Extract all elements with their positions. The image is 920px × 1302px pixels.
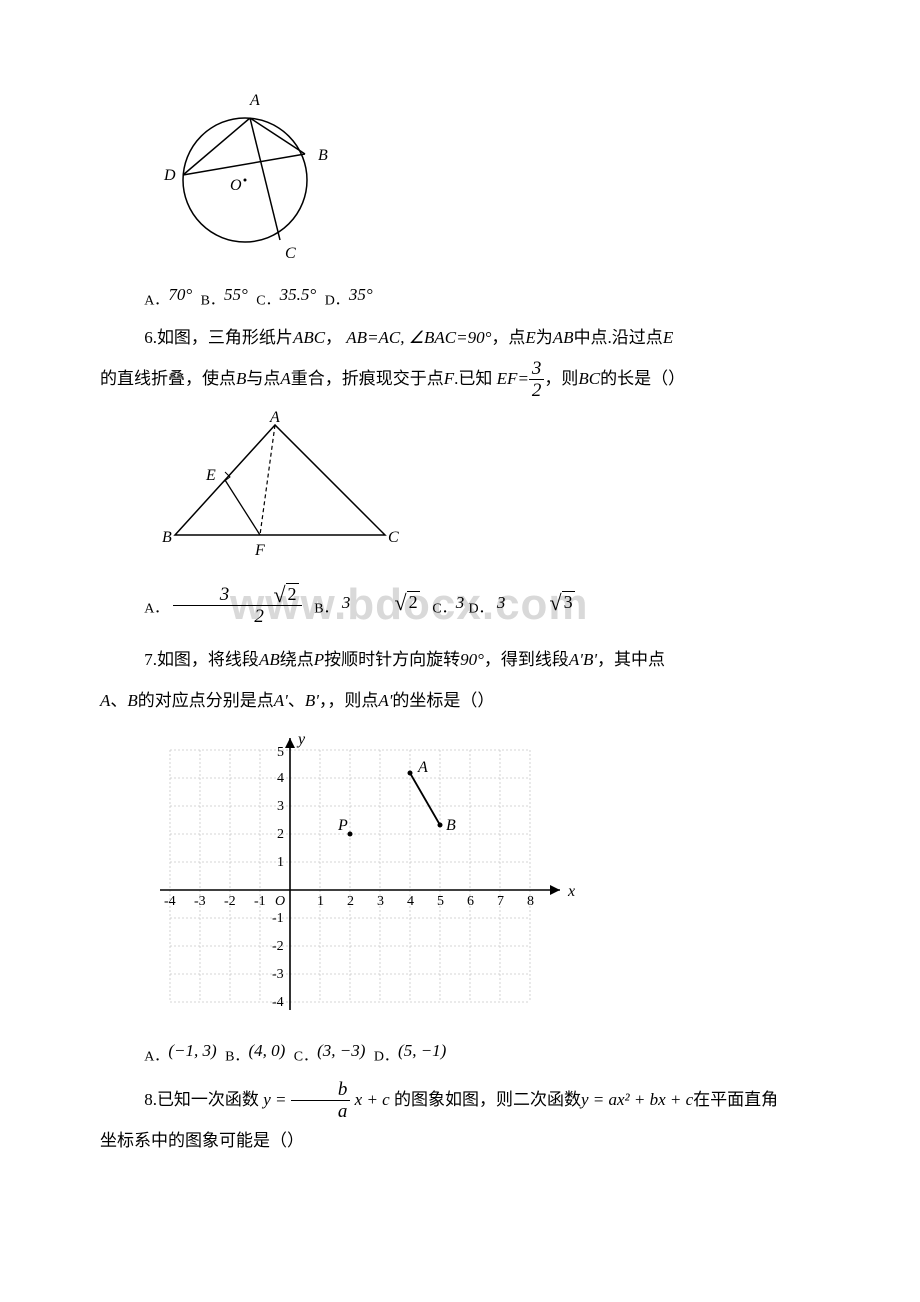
svg-text:B: B [162, 529, 172, 546]
q8-stem-line2: 坐标系中的图象可能是（） [100, 1121, 820, 1162]
svg-text:-2: -2 [272, 939, 284, 954]
svg-text:2: 2 [277, 827, 284, 842]
svg-text:-4: -4 [164, 894, 176, 909]
svg-text:O: O [275, 894, 285, 909]
q6-stem-line1: 6.如图，三角形纸片ABC， AB=AC, ∠BAC=90°，点E为AB中点.沿… [100, 318, 820, 359]
q6-figure: A B C E F [160, 410, 820, 565]
svg-text:-3: -3 [272, 967, 284, 982]
svg-text:A: A [249, 92, 260, 109]
svg-text:6: 6 [467, 894, 474, 909]
q7-figure: x y O -4 -3 -2 -1 1 2 3 4 5 6 7 8 1 2 3 4 5 -1 -2 -3 -4 A… [150, 730, 820, 1025]
q5-options: A．70° B．55° C．35.5° D．35° [100, 275, 820, 318]
svg-text:-4: -4 [272, 995, 284, 1010]
svg-text:C: C [285, 245, 296, 260]
svg-text:5: 5 [437, 894, 444, 909]
svg-text:4: 4 [277, 771, 284, 786]
svg-text:y: y [296, 731, 306, 748]
svg-text:1: 1 [277, 855, 284, 870]
q5-figure: A B C D O [160, 90, 820, 265]
q7-stem-line1: 7.如图，将线段AB绕点P按顺时针方向旋转90°，得到线段A'B'，其中点 [100, 640, 820, 681]
svg-text:x: x [567, 883, 575, 900]
svg-text:8: 8 [527, 894, 534, 909]
svg-text:B: B [318, 147, 328, 164]
svg-text:-3: -3 [194, 894, 206, 909]
q6-options: A． 3√22 B． 3√2 C．3 D． 3√3 [100, 575, 820, 628]
q6-stem-line2: 的直线折叠，使点B与点A重合，折痕现交于点F.已知 EF=32，则BC的长是（） [100, 359, 820, 401]
svg-text:3: 3 [377, 894, 384, 909]
svg-text:C: C [388, 529, 399, 546]
svg-text:3: 3 [277, 799, 284, 814]
svg-text:O: O [230, 177, 242, 194]
svg-text:P: P [337, 817, 348, 834]
svg-text:2: 2 [347, 894, 354, 909]
svg-text:-1: -1 [254, 894, 266, 909]
svg-text:E: E [205, 467, 216, 484]
q8-stem-line1: 8.已知一次函数 y = ba x + c 的图象如图，则二次函数y = ax²… [100, 1080, 820, 1122]
svg-text:D: D [163, 167, 176, 184]
q7-stem-line2: A、B的对应点分别是点A'、B'，，则点A'的坐标是（） [100, 681, 820, 722]
svg-text:-1: -1 [272, 911, 284, 926]
svg-text:5: 5 [277, 745, 284, 760]
svg-text:-2: -2 [224, 894, 236, 909]
svg-text:F: F [254, 542, 265, 559]
svg-text:A: A [269, 410, 280, 426]
svg-text:4: 4 [407, 894, 414, 909]
svg-text:B: B [446, 817, 456, 834]
q7-options: A．(−1, 3) B．(4, 0) C．(3, −3) D．(5, −1) [100, 1031, 820, 1074]
svg-text:1: 1 [317, 894, 324, 909]
svg-text:7: 7 [497, 894, 504, 909]
svg-text:A: A [417, 759, 428, 776]
